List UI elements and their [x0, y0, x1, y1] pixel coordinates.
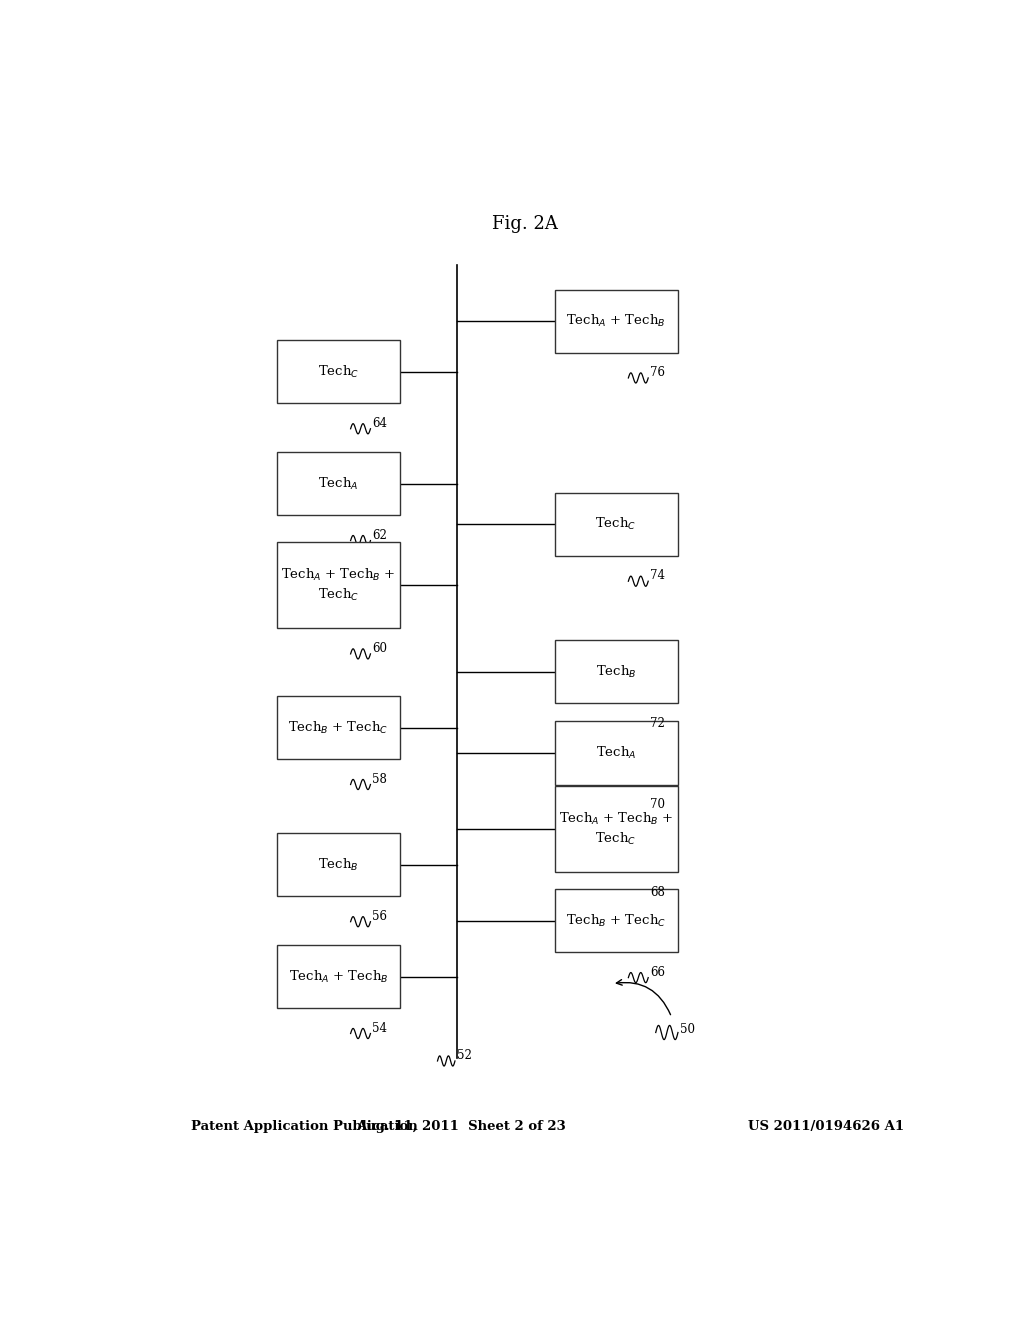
Text: US 2011/0194626 A1: US 2011/0194626 A1 [749, 1119, 904, 1133]
Text: Tech$_B$ + Tech$_C$: Tech$_B$ + Tech$_C$ [288, 719, 388, 735]
Text: 72: 72 [650, 717, 665, 730]
Bar [555, 289, 678, 352]
Text: Tech$_B$ + Tech$_C$: Tech$_B$ + Tech$_C$ [566, 912, 667, 929]
Text: 70: 70 [650, 797, 665, 810]
Text: 62: 62 [372, 528, 387, 541]
Text: 58: 58 [372, 772, 387, 785]
Text: 76: 76 [650, 366, 665, 379]
Text: 50: 50 [680, 1023, 694, 1036]
Text: Tech$_A$ + Tech$_B$: Tech$_A$ + Tech$_B$ [289, 969, 388, 985]
Text: Tech$_C$: Tech$_C$ [317, 364, 358, 380]
Text: Tech$_A$ + Tech$_B$ +
Tech$_C$: Tech$_A$ + Tech$_B$ + Tech$_C$ [559, 812, 673, 847]
Text: Tech$_A$ + Tech$_B$ +
Tech$_C$: Tech$_A$ + Tech$_B$ + Tech$_C$ [282, 568, 395, 603]
Text: Tech$_A$ + Tech$_B$: Tech$_A$ + Tech$_B$ [566, 313, 666, 329]
Text: 56: 56 [372, 909, 387, 923]
Text: 68: 68 [650, 886, 665, 899]
Text: Tech$_C$: Tech$_C$ [596, 516, 637, 532]
Bar [276, 341, 399, 404]
Bar [555, 890, 678, 952]
Bar [555, 640, 678, 704]
Bar [276, 945, 399, 1008]
Text: 64: 64 [372, 417, 387, 430]
Text: 52: 52 [457, 1049, 471, 1063]
Text: Aug. 11, 2011  Sheet 2 of 23: Aug. 11, 2011 Sheet 2 of 23 [356, 1119, 566, 1133]
Text: Tech$_B$: Tech$_B$ [596, 664, 636, 680]
Bar [555, 785, 678, 873]
Text: Tech$_B$: Tech$_B$ [318, 857, 358, 873]
Text: Fig. 2A: Fig. 2A [492, 215, 558, 234]
Text: 74: 74 [650, 569, 665, 582]
Bar [276, 543, 399, 628]
Bar [555, 722, 678, 784]
Bar [276, 833, 399, 896]
Text: 60: 60 [372, 642, 387, 655]
Text: Tech$_A$: Tech$_A$ [596, 744, 636, 762]
Bar [555, 492, 678, 556]
Text: Patent Application Publication: Patent Application Publication [191, 1119, 418, 1133]
Bar [276, 453, 399, 515]
Text: 66: 66 [650, 966, 665, 978]
Text: Tech$_A$: Tech$_A$ [318, 475, 358, 491]
Bar [276, 696, 399, 759]
Text: 54: 54 [372, 1022, 387, 1035]
